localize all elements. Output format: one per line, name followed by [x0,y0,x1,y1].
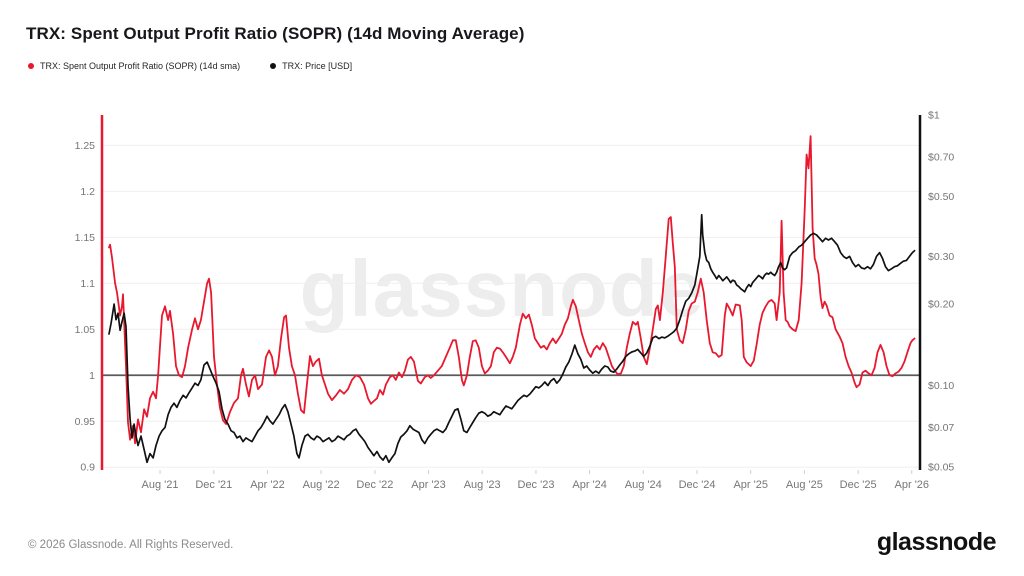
y-left-tick-label: 1 [89,370,95,382]
y-right-tick-label: $0.70 [928,151,954,163]
price-series-dot-icon [270,63,277,69]
x-tick-label: Aug '21 [142,479,179,491]
legend-label-price: TRX: Price [USD] [282,61,353,71]
y-left-tick-label: 1.05 [75,324,96,336]
x-tick-label: Dec '24 [679,479,716,491]
sopr-line [108,135,916,445]
x-tick-label: Dec '25 [840,479,877,491]
x-tick-label: Apr '23 [411,479,446,491]
y-right-tick-label: $0.50 [928,191,954,203]
x-tick-label: Apr '22 [250,479,285,491]
x-tick-label: Aug '24 [625,479,662,491]
x-tick-label: Dec '21 [195,479,232,491]
legend: TRX: Spent Output Profit Ratio (SOPR) (1… [28,61,352,71]
glassnode-logo[interactable]: glassnode [876,528,997,556]
y-right-tick-label: $0.05 [928,461,954,473]
y-right-tick-label: $0.07 [928,422,954,434]
price-line [108,213,916,464]
x-tick-label: Dec '23 [518,479,555,491]
y-right-tick-label: $0.20 [928,299,954,311]
y-left-tick-label: 1.1 [80,278,95,290]
y-left-tick-label: 0.9 [80,462,95,474]
x-tick-label: Aug '25 [786,479,823,491]
legend-item-sopr[interactable]: TRX: Spent Output Profit Ratio (SOPR) (1… [28,61,240,71]
x-tick-label: Apr '24 [572,479,607,491]
y-left-tick-label: 1.25 [75,140,96,152]
x-tick-label: Apr '25 [733,479,768,491]
sopr-series-dot-icon [28,63,34,69]
x-tick-label: Aug '22 [303,479,340,491]
y-left-tick-label: 1.2 [80,186,95,198]
y-left-tick-label: 0.95 [75,416,96,428]
x-tick-label: Aug '23 [464,479,501,491]
x-tick-label: Dec '22 [356,479,393,491]
y-left-tick-label: 1.15 [75,232,96,244]
glassnode-watermark: glassnode [299,244,705,333]
y-right-tick-label: $0.10 [928,380,954,392]
page-title: TRX: Spent Output Profit Ratio (SOPR) (1… [26,24,525,43]
y-right-tick-label: $0.30 [928,251,954,263]
legend-label-sopr: TRX: Spent Output Profit Ratio (SOPR) (1… [40,61,241,71]
copyright-text: © 2026 Glassnode. All Rights Reserved. [28,539,234,551]
legend-item-price[interactable]: TRX: Price [USD] [270,61,352,71]
y-right-tick-label: $1 [928,110,940,122]
x-tick-label: Apr '26 [895,479,930,491]
